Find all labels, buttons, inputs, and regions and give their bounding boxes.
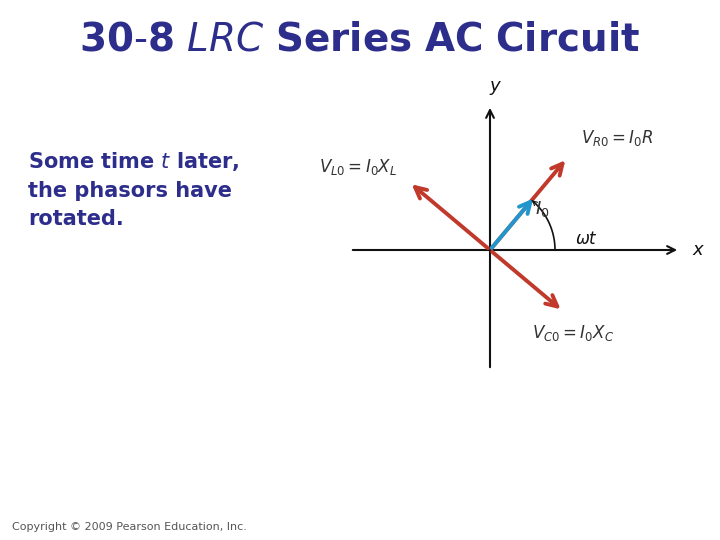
Text: $y$: $y$ [490, 79, 503, 97]
Text: $I_0$: $I_0$ [535, 199, 550, 219]
Text: $V_{C0}{=}I_0X_C$: $V_{C0}{=}I_0X_C$ [532, 323, 614, 343]
Text: Some time $t$ later,
the phasors have
rotated.: Some time $t$ later, the phasors have ro… [28, 150, 240, 229]
Text: Copyright © 2009 Pearson Education, Inc.: Copyright © 2009 Pearson Education, Inc. [12, 522, 247, 532]
Text: $\mathbf{30\text{-}8}\ \mathit{LRC}\ \mathbf{Series\ AC\ Circuit}$: $\mathbf{30\text{-}8}\ \mathit{LRC}\ \ma… [79, 22, 641, 58]
Text: $V_{L0}{=}I_0X_L$: $V_{L0}{=}I_0X_L$ [320, 157, 397, 177]
Text: $V_{R0}{=}I_0R$: $V_{R0}{=}I_0R$ [581, 128, 654, 148]
Text: $\omega t$: $\omega t$ [575, 231, 598, 248]
Text: $x$: $x$ [692, 241, 706, 259]
